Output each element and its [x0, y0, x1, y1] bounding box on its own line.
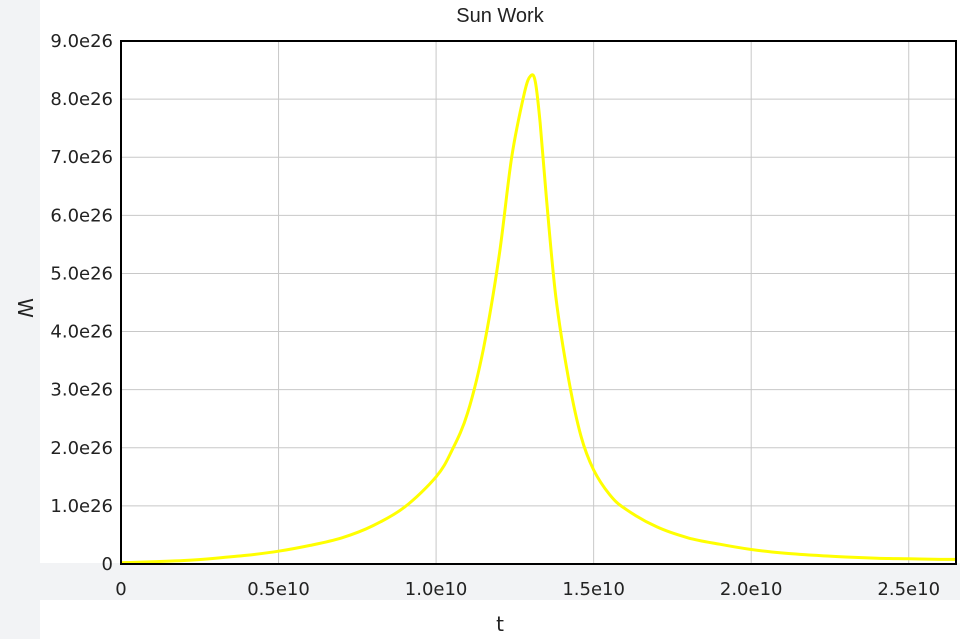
- x-tick-label: 1.5e10: [562, 579, 625, 600]
- x-tick-label: 1.0e10: [405, 579, 468, 600]
- y-tick-label: 0: [102, 554, 113, 575]
- y-axis-ticks: 0 1.0e26 2.0e26 3.0e26 4.0e26 5.0e26 6.0e26 7.0…: [50, 31, 113, 575]
- y-axis-label: W: [13, 298, 37, 318]
- y-tick-label: 9.0e26: [50, 31, 113, 52]
- x-tick-label: 2.5e10: [877, 579, 940, 600]
- xaxis-label-background: [40, 600, 960, 639]
- plot-frame: [120, 40, 957, 565]
- x-axis-label: t: [496, 612, 504, 636]
- x-tick-label: 0: [115, 579, 126, 600]
- series-group: [120, 73, 956, 565]
- x-tick-label: 0.5e10: [247, 579, 310, 600]
- chart-title: Sun Work: [456, 5, 544, 27]
- series-line: [120, 73, 956, 565]
- y-tick-label: 2.0e26: [50, 438, 113, 459]
- y-tick-label: 5.0e26: [50, 263, 113, 284]
- x-tick-label: 2.0e10: [720, 579, 783, 600]
- y-tick-label: 4.0e26: [50, 322, 113, 343]
- y-tick-label: 6.0e26: [50, 205, 113, 226]
- y-tick-label: 1.0e26: [50, 496, 113, 517]
- plot-background: [40, 0, 960, 563]
- x-axis-ticks: 0 0.5e10 1.0e10 1.5e10 2.0e10 2.5e10: [115, 579, 940, 600]
- y-tick-label: 7.0e26: [50, 147, 113, 168]
- y-tick-label: 8.0e26: [50, 89, 113, 110]
- y-tick-label: 3.0e26: [50, 380, 113, 401]
